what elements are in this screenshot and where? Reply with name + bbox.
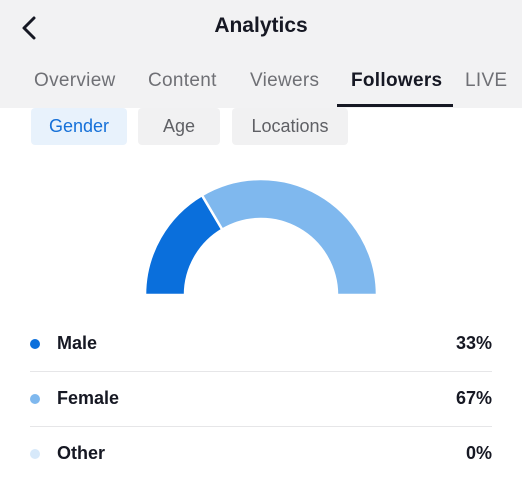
legend-label-other: Other [57, 443, 106, 463]
tab-overview[interactable]: Overview [34, 70, 116, 91]
followers-panel: Gender Age Locations Male 33% Female 67%… [0, 108, 522, 500]
legend-label-male: Male [57, 333, 98, 353]
legend-value-other: 0% [465, 443, 492, 463]
legend-dot-male [30, 338, 40, 349]
legend-row-male: Male 33% [30, 316, 492, 372]
tab-content[interactable]: Content [148, 70, 217, 91]
tab-followers[interactable]: Followers [351, 70, 443, 91]
gender-chart [0, 168, 522, 308]
legend-row-other: Other 0% [30, 426, 492, 481]
legend-dot-female [30, 393, 40, 404]
chart-segment-female [200, 177, 379, 297]
page-title: Analytics [214, 14, 308, 37]
tab-live[interactable]: LIVE [465, 70, 508, 91]
tab-bar: Overview Content Viewers Followers LIVE [0, 60, 522, 108]
filter-locations[interactable]: Locations [232, 108, 348, 145]
tab-viewers[interactable]: Viewers [250, 70, 320, 91]
filter-age[interactable]: Age [138, 108, 220, 145]
top-bar: Analytics Overview Content Viewers Follo… [0, 0, 522, 108]
chevron-left-icon [22, 16, 36, 40]
back-button[interactable] [16, 14, 44, 42]
legend-value-female: 67% [455, 388, 492, 408]
filter-gender[interactable]: Gender [31, 108, 127, 145]
gender-semicircle-chart [143, 177, 379, 297]
legend-row-female: Female 67% [30, 371, 492, 427]
active-tab-indicator [337, 104, 453, 107]
legend-label-female: Female [57, 388, 120, 408]
legend-dot-other [30, 448, 40, 459]
legend-value-male: 33% [455, 333, 492, 353]
